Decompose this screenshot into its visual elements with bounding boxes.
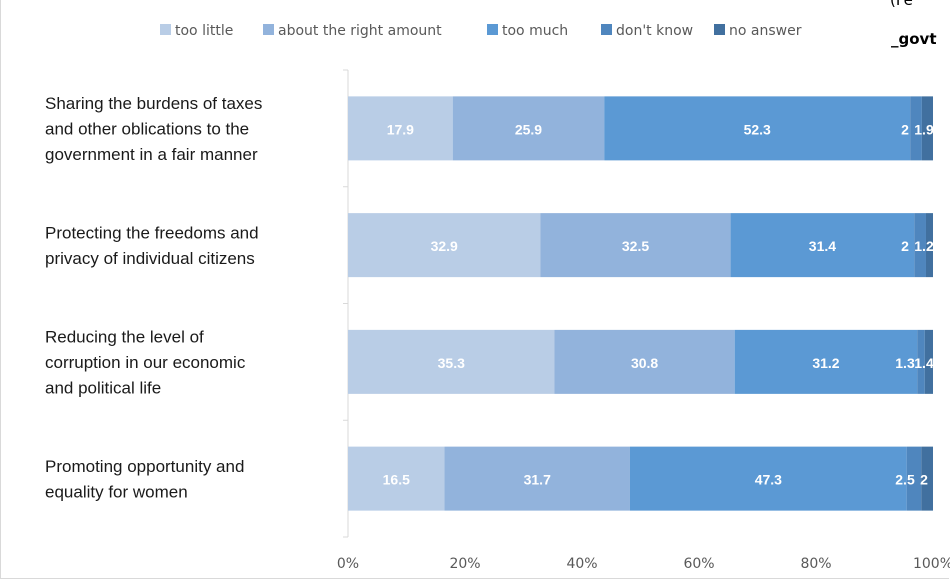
bar-too-much: [604, 96, 911, 161]
data-label: 17.9: [387, 121, 414, 137]
bar-no-answer: [921, 446, 933, 511]
bar-too-much: [730, 213, 915, 278]
data-label: 31.2: [812, 355, 839, 371]
data-label: 2: [920, 472, 928, 488]
bar-don-t-know: [910, 96, 922, 161]
bar-too-little: [348, 446, 445, 511]
data-label: 16.5: [383, 472, 410, 488]
corner-text-bottom: _govt: [891, 30, 937, 48]
data-label: 2: [901, 238, 909, 254]
bar-about-the-right-amount: [540, 213, 731, 278]
legend-label-no-answer: no answer: [729, 23, 802, 39]
category-label: Protecting the freedoms and privacy of in…: [45, 223, 259, 268]
data-label: 1.3: [895, 355, 915, 371]
bar-too-little: [348, 96, 453, 161]
data-label: 35.3: [438, 355, 465, 371]
bar-too-little: [348, 329, 555, 394]
data-label: 52.3: [744, 121, 771, 137]
legend-label-too-much: too much: [502, 23, 568, 39]
bar-no-answer: [924, 329, 933, 394]
x-tick-label: 60%: [683, 556, 714, 572]
data-label: 32.9: [431, 238, 458, 254]
legend-swatch-don-t-know: [601, 24, 612, 35]
bar-too-much: [629, 446, 907, 511]
x-tick-label: 40%: [566, 556, 597, 572]
data-label: 2: [901, 121, 909, 137]
legend-swatch-no-answer: [714, 24, 725, 35]
data-label: 2.5: [895, 472, 915, 488]
bar-too-much: [734, 329, 918, 394]
data-label: 1.2: [914, 238, 934, 254]
data-label: 1.9: [914, 121, 934, 137]
bar-no-answer: [925, 213, 933, 278]
data-label: 32.5: [622, 238, 649, 254]
legend-swatch-too-much: [487, 24, 498, 35]
bar-don-t-know: [906, 446, 922, 511]
data-label: 47.3: [755, 472, 782, 488]
category-label: Sharing the burdens of taxes and other ob…: [45, 94, 262, 164]
bar-don-t-know: [914, 213, 926, 278]
bar-too-little: [348, 213, 541, 278]
legend-label-too-little: too little: [175, 23, 233, 39]
bar-about-the-right-amount: [452, 96, 605, 161]
legend-label-don-t-know: don't know: [616, 23, 693, 39]
x-tick-label: 80%: [800, 556, 831, 572]
legend-label-about-the-right-amount: about the right amount: [278, 23, 442, 39]
legend-swatch-too-little: [160, 24, 171, 35]
bar-don-t-know: [917, 329, 925, 394]
category-label: Promoting opportunity and equality for wo…: [45, 457, 244, 502]
bar-about-the-right-amount: [554, 329, 735, 394]
data-label: 30.8: [631, 355, 658, 371]
corner-text-top: (Fe: [890, 0, 913, 9]
x-tick-label: 0%: [337, 556, 359, 572]
bar-no-answer: [921, 96, 933, 161]
bar-about-the-right-amount: [444, 446, 630, 511]
data-label: 1.4: [914, 355, 934, 371]
data-label: 25.9: [515, 121, 542, 137]
x-tick-label: 20%: [449, 556, 480, 572]
data-label: 31.7: [524, 472, 551, 488]
legend-swatch-about-the-right-amount: [263, 24, 274, 35]
x-tick-label: 100%: [913, 556, 950, 572]
data-label: 31.4: [809, 238, 836, 254]
category-label: Reducing the level of corruption in our e…: [45, 327, 246, 397]
